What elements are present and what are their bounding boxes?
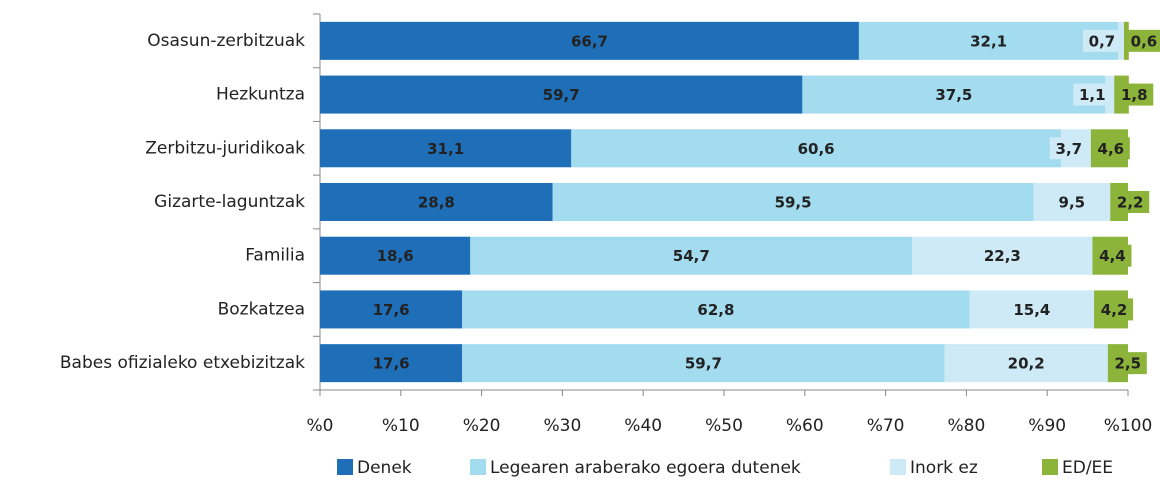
bar-segment [320, 290, 463, 329]
data-label: 4,4 [1099, 247, 1126, 265]
legend-label: Inork ez [910, 458, 978, 478]
legend-label: Denek [357, 458, 412, 478]
data-label: 59,7 [543, 86, 580, 104]
bar-segment [462, 290, 970, 329]
data-label: 15,4 [1013, 301, 1050, 319]
category-label: Hezkuntza [216, 85, 305, 105]
data-label: 59,7 [685, 355, 722, 373]
bar-segment [912, 236, 1093, 275]
data-label: 2,2 [1117, 194, 1144, 212]
x-tick-label: %10 [382, 416, 420, 436]
bar-segment [1033, 183, 1111, 221]
x-tick-label: %40 [624, 416, 662, 436]
legend-swatch [890, 459, 906, 475]
bar-segment [944, 344, 1108, 383]
bar-segment [320, 236, 471, 275]
data-label: 20,2 [1008, 355, 1045, 373]
data-label: 9,5 [1059, 194, 1086, 212]
data-label: 3,7 [1056, 140, 1083, 158]
data-label: 1,8 [1121, 86, 1148, 104]
bar-segment [969, 290, 1095, 329]
label-bg [1095, 298, 1134, 321]
label-bg [1111, 191, 1150, 213]
legend-swatch [470, 459, 486, 475]
category-label: Bozkatzea [218, 299, 305, 319]
data-label: 28,8 [418, 194, 455, 212]
data-label: 62,8 [697, 301, 734, 319]
bar-segment [320, 344, 463, 383]
data-label: 18,6 [377, 247, 414, 265]
bar-segment [320, 183, 553, 221]
data-label: 0,7 [1089, 32, 1116, 50]
data-label: 0,6 [1131, 32, 1158, 50]
data-label: 1,1 [1079, 86, 1106, 104]
label-bg [1073, 83, 1112, 106]
x-tick-label: %30 [544, 416, 582, 436]
bar-segment [552, 183, 1034, 221]
category-label: Familia [245, 246, 305, 266]
bar-segment [320, 129, 572, 168]
data-label: 60,6 [798, 140, 835, 158]
bar-segment [1118, 21, 1124, 60]
legend-label: ED/EE [1062, 458, 1113, 478]
legend-swatch [337, 459, 353, 475]
category-label: Babes ofizialeko etxebizitzak [60, 353, 305, 373]
category-label: Zerbitzu-juridikoak [145, 138, 305, 158]
category-label: Osasun-zerbitzuak [147, 31, 305, 51]
x-tick-label: %60 [786, 416, 824, 436]
legend-label: Legearen araberako egoera dutenek [490, 458, 801, 478]
label-bg [1108, 352, 1147, 375]
data-label: 32,1 [970, 32, 1007, 50]
x-tick-label: %80 [948, 416, 986, 436]
label-bg [1049, 137, 1088, 160]
bar-segment [571, 129, 1061, 168]
bar-segment [320, 75, 803, 114]
bar-segment [462, 344, 945, 383]
legend-swatch [1042, 459, 1058, 475]
data-label: 4,2 [1101, 301, 1128, 319]
bar-segment [858, 21, 1119, 60]
data-label: 4,6 [1098, 140, 1125, 158]
bar-segment [320, 21, 859, 60]
label-bg [1082, 29, 1121, 52]
bar-segment [470, 236, 913, 275]
data-label: 66,7 [571, 32, 608, 50]
x-tick-label: %70 [867, 416, 905, 436]
data-label: 22,3 [984, 247, 1021, 265]
x-tick-label: %90 [1028, 416, 1066, 436]
x-tick-label: %20 [463, 416, 501, 436]
data-label: 59,5 [775, 194, 812, 212]
x-tick-label: %100 [1104, 416, 1153, 436]
data-label: 17,6 [373, 355, 410, 373]
data-label: 54,7 [673, 247, 710, 265]
data-label: 17,6 [373, 301, 410, 319]
bar-segment [802, 75, 1106, 114]
x-tick-label: %50 [705, 416, 743, 436]
x-tick-label: %0 [307, 416, 334, 436]
label-bg [1091, 137, 1130, 160]
label-bg [1115, 83, 1154, 106]
category-label: Gizarte-laguntzak [154, 192, 305, 212]
data-label: 2,5 [1115, 355, 1142, 373]
label-bg [1093, 244, 1132, 267]
data-label: 37,5 [935, 86, 972, 104]
label-bg [1124, 29, 1160, 52]
data-label: 31,1 [427, 140, 464, 158]
